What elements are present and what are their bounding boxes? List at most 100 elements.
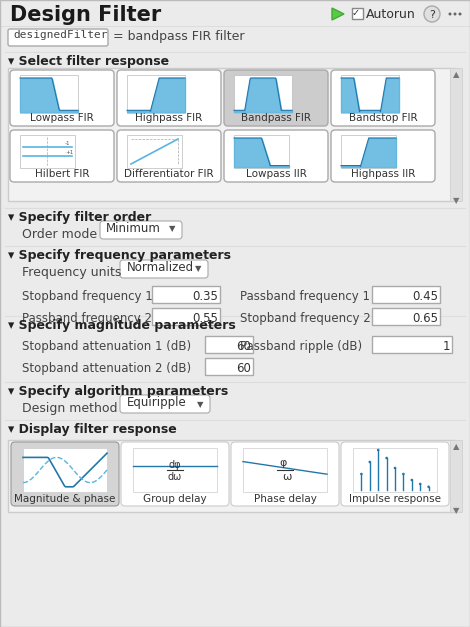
FancyBboxPatch shape xyxy=(117,70,221,126)
Text: ▲: ▲ xyxy=(453,70,459,79)
FancyBboxPatch shape xyxy=(11,442,119,506)
Bar xyxy=(352,8,363,19)
Bar xyxy=(0,26,470,27)
Text: = bandpass FIR filter: = bandpass FIR filter xyxy=(113,30,244,43)
Bar xyxy=(152,286,220,303)
Text: Order mode: Order mode xyxy=(22,228,97,241)
Text: Passband frequency 2: Passband frequency 2 xyxy=(22,312,152,325)
Circle shape xyxy=(419,483,422,485)
FancyBboxPatch shape xyxy=(8,29,108,46)
Bar xyxy=(234,75,292,113)
Text: Bandpass FIR: Bandpass FIR xyxy=(241,113,311,123)
Text: Group delay: Group delay xyxy=(143,494,207,504)
Text: +1: +1 xyxy=(65,150,73,155)
Text: Design Filter: Design Filter xyxy=(10,5,161,25)
Text: ▾ Specify frequency parameters: ▾ Specify frequency parameters xyxy=(8,249,231,262)
FancyBboxPatch shape xyxy=(117,130,221,182)
Text: ▾ Display filter response: ▾ Display filter response xyxy=(8,423,177,436)
Text: φ: φ xyxy=(279,458,287,468)
FancyBboxPatch shape xyxy=(331,130,435,182)
Text: ▼: ▼ xyxy=(195,264,201,273)
Bar xyxy=(127,75,185,113)
Circle shape xyxy=(385,456,388,460)
Circle shape xyxy=(448,13,452,16)
FancyBboxPatch shape xyxy=(120,260,208,278)
Text: Phase delay: Phase delay xyxy=(253,494,316,504)
Circle shape xyxy=(377,449,379,451)
Text: Highpass IIR: Highpass IIR xyxy=(351,169,415,179)
Text: Normalized: Normalized xyxy=(127,261,194,274)
Text: 60: 60 xyxy=(236,362,251,375)
Text: Hilbert FIR: Hilbert FIR xyxy=(35,169,89,179)
Circle shape xyxy=(427,485,430,488)
Text: Impulse response: Impulse response xyxy=(349,494,441,504)
FancyBboxPatch shape xyxy=(341,442,449,506)
Text: Equiripple: Equiripple xyxy=(127,396,187,409)
Bar xyxy=(341,135,396,168)
Text: ▼: ▼ xyxy=(197,400,203,409)
Bar xyxy=(341,75,399,113)
Bar xyxy=(234,135,289,168)
Text: Magnitude & phase: Magnitude & phase xyxy=(14,494,116,504)
Text: dω: dω xyxy=(168,472,182,482)
Text: -1: -1 xyxy=(65,140,70,145)
Circle shape xyxy=(394,466,396,469)
FancyBboxPatch shape xyxy=(121,442,229,506)
Text: 0.45: 0.45 xyxy=(412,290,438,303)
Text: Highpass FIR: Highpass FIR xyxy=(135,113,203,123)
Bar xyxy=(372,286,440,303)
Text: ▾ Specify magnitude parameters: ▾ Specify magnitude parameters xyxy=(8,319,236,332)
FancyBboxPatch shape xyxy=(331,70,435,126)
Text: 0.65: 0.65 xyxy=(412,312,438,325)
Bar xyxy=(23,448,107,492)
Circle shape xyxy=(360,473,363,475)
Text: Passband ripple (dB): Passband ripple (dB) xyxy=(240,340,362,353)
Text: Differentiator FIR: Differentiator FIR xyxy=(124,169,214,179)
Bar xyxy=(353,448,437,492)
Bar xyxy=(205,336,253,353)
Text: ▼: ▼ xyxy=(453,506,459,515)
Text: 60: 60 xyxy=(236,340,251,353)
Text: ▼: ▼ xyxy=(453,196,459,205)
Text: ?: ? xyxy=(429,10,435,20)
Text: 1: 1 xyxy=(442,340,450,353)
Circle shape xyxy=(454,13,456,16)
Text: Minimum: Minimum xyxy=(106,222,161,235)
Bar xyxy=(8,68,455,201)
Text: Design method: Design method xyxy=(22,402,118,415)
Circle shape xyxy=(424,6,440,22)
Bar xyxy=(372,336,452,353)
Bar xyxy=(450,68,462,201)
Text: ω: ω xyxy=(282,472,292,482)
Text: designedFilter: designedFilter xyxy=(13,30,108,40)
Bar xyxy=(205,358,253,375)
Polygon shape xyxy=(332,8,344,20)
Bar xyxy=(450,440,462,512)
Bar xyxy=(152,308,220,325)
Text: Lowpass FIR: Lowpass FIR xyxy=(30,113,94,123)
Text: Passband frequency 1: Passband frequency 1 xyxy=(240,290,370,303)
FancyBboxPatch shape xyxy=(224,130,328,182)
Text: dφ: dφ xyxy=(169,460,181,470)
Bar xyxy=(8,440,455,512)
Text: 0.55: 0.55 xyxy=(192,312,218,325)
Circle shape xyxy=(402,473,405,475)
Text: ▼: ▼ xyxy=(169,224,175,233)
Text: ▾ Select filter response: ▾ Select filter response xyxy=(8,55,169,68)
Circle shape xyxy=(459,13,462,16)
Circle shape xyxy=(410,478,413,482)
FancyBboxPatch shape xyxy=(224,70,328,126)
Bar xyxy=(243,448,327,492)
FancyBboxPatch shape xyxy=(120,395,210,413)
Text: Stopband attenuation 1 (dB): Stopband attenuation 1 (dB) xyxy=(22,340,191,353)
Bar xyxy=(127,135,182,168)
Circle shape xyxy=(368,461,371,463)
Text: Stopband frequency 1: Stopband frequency 1 xyxy=(22,290,153,303)
Text: Stopband frequency 2: Stopband frequency 2 xyxy=(240,312,371,325)
Text: Lowpass IIR: Lowpass IIR xyxy=(245,169,306,179)
Bar xyxy=(133,448,217,492)
Text: Bandstop FIR: Bandstop FIR xyxy=(349,113,417,123)
Text: ✓: ✓ xyxy=(352,8,360,18)
Bar xyxy=(20,135,75,168)
FancyBboxPatch shape xyxy=(10,130,114,182)
